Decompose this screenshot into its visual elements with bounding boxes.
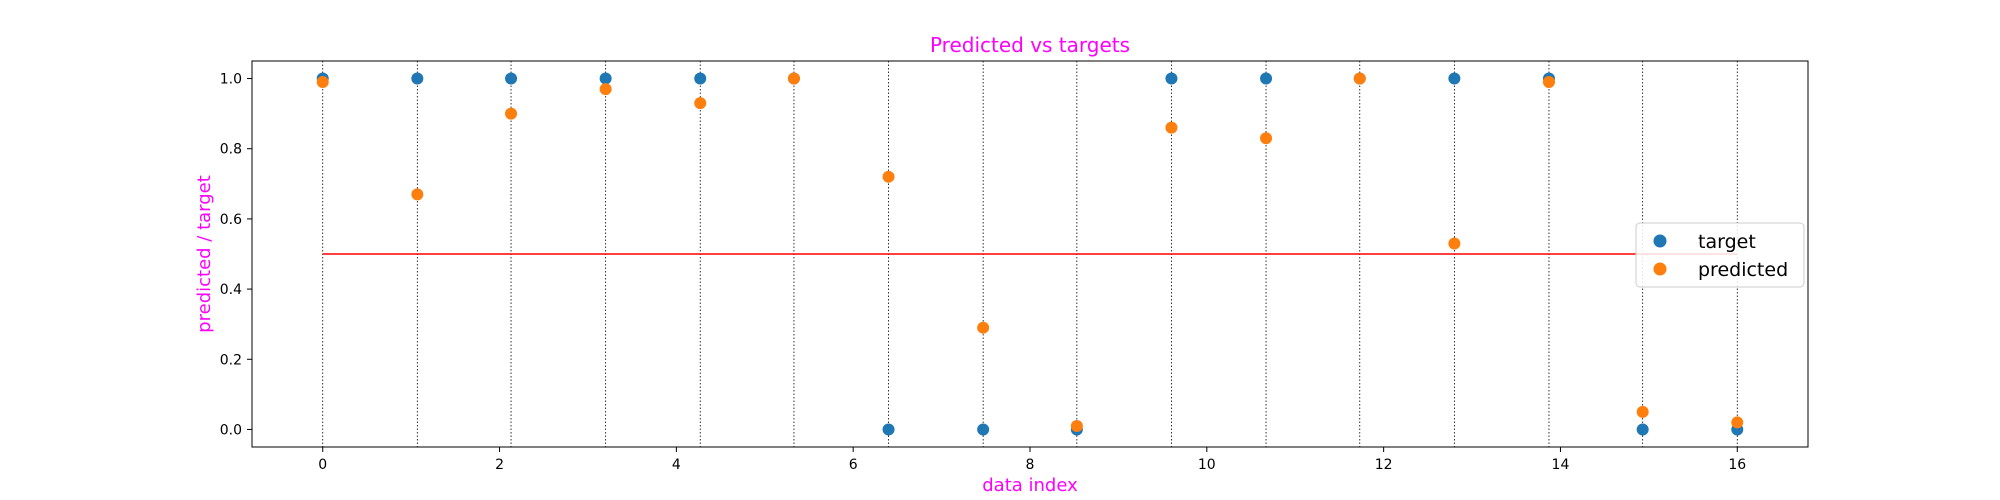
target-point (1448, 72, 1461, 85)
y-tick-label: 0.8 (220, 142, 242, 158)
x-tick-label: 4 (672, 457, 681, 473)
predicted-point (977, 321, 990, 334)
predicted-point (316, 76, 329, 89)
y-tick-label: 0.4 (220, 282, 242, 298)
predicted-point (1353, 72, 1366, 85)
predicted-point (1636, 405, 1649, 418)
x-tick-label: 6 (849, 457, 858, 473)
y-tick-label: 0.2 (220, 352, 242, 368)
x-tick-label: 2 (495, 457, 504, 473)
legend-box (1635, 222, 1805, 288)
target-point (505, 72, 518, 85)
x-axis-label: data index (982, 475, 1078, 496)
predicted-point (411, 188, 424, 201)
series-points (316, 72, 1744, 436)
target-point (411, 72, 424, 85)
target-point (1260, 72, 1273, 85)
target-point (1636, 423, 1649, 436)
y-tick-label: 0.0 (220, 422, 242, 438)
y-axis-label: predicted / target (194, 175, 215, 333)
x-tick-label: 0 (318, 457, 327, 473)
target-point (694, 72, 707, 85)
series-predicted (316, 72, 1744, 432)
x-tick-label: 8 (1026, 457, 1035, 473)
target-point (599, 72, 612, 85)
predicted-point (1260, 132, 1273, 145)
x-tick-label: 16 (1728, 457, 1746, 473)
x-tick-label: 14 (1552, 457, 1570, 473)
y-tick-label: 1.0 (220, 72, 242, 88)
legend-label-predicted: predicted (1698, 259, 1788, 281)
predicted-point (1542, 76, 1555, 89)
legend-marker-target (1653, 234, 1667, 248)
predicted-point (694, 97, 707, 110)
chart-title: Predicted vs targets (930, 33, 1130, 57)
predicted-point (1165, 121, 1178, 134)
predicted-point (882, 170, 895, 183)
predicted-point (599, 83, 612, 96)
predicted-point (1731, 416, 1744, 429)
predicted-point (787, 72, 800, 85)
predicted-point (505, 107, 518, 120)
target-point (977, 423, 990, 436)
predicted-point (1448, 237, 1461, 250)
x-tick-label: 10 (1198, 457, 1216, 473)
legend: target predicted (1635, 222, 1805, 288)
predicted-point (1070, 419, 1083, 432)
y-axis-ticks: 0.0 0.2 0.4 0.6 0.8 1.0 (220, 72, 252, 438)
y-tick-label: 0.6 (220, 212, 242, 228)
target-point (882, 423, 895, 436)
legend-label-target: target (1698, 231, 1756, 253)
legend-marker-predicted (1653, 262, 1667, 276)
x-axis-ticks: 0 2 4 6 8 10 12 14 16 (318, 447, 1746, 473)
target-point (1165, 72, 1178, 85)
x-tick-label: 12 (1375, 457, 1393, 473)
